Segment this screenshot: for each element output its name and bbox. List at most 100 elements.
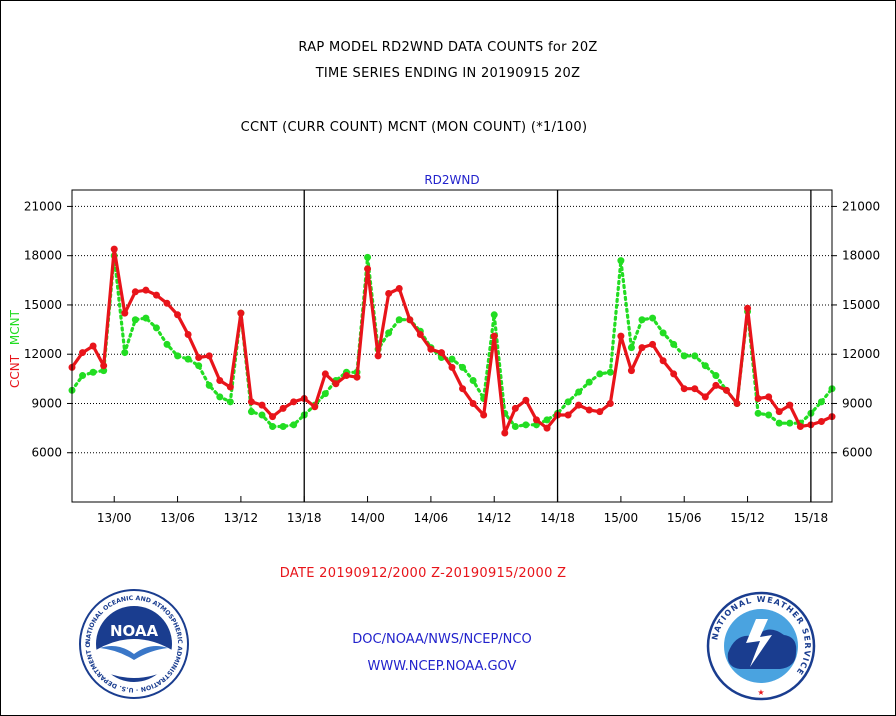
data-point-ccnt <box>290 398 298 406</box>
data-point-mcnt <box>385 329 393 337</box>
data-point-mcnt <box>490 311 498 319</box>
plot-border <box>71 189 833 503</box>
data-point-ccnt <box>817 418 825 426</box>
y-tick-label-left: 15000 <box>24 298 62 312</box>
y-tick-label-right: 18000 <box>842 249 880 263</box>
data-point-ccnt <box>184 331 192 339</box>
data-point-ccnt <box>427 345 435 353</box>
y-axis-label-mcnt: MCNT <box>8 309 22 345</box>
data-point-ccnt <box>617 332 625 340</box>
data-point-mcnt <box>617 257 625 265</box>
data-point-ccnt <box>279 404 287 412</box>
data-point-mcnt <box>543 416 551 424</box>
y-tick-label-left: 9000 <box>31 396 62 410</box>
data-point-ccnt <box>406 316 414 324</box>
data-point-mcnt <box>775 419 783 427</box>
data-point-mcnt <box>79 372 87 380</box>
data-point-mcnt <box>279 422 287 430</box>
nws-logo: NATIONAL WEATHER SERVICE ★ <box>706 591 816 701</box>
x-tick-label: 13/00 <box>97 511 132 525</box>
axis-layer: 6000 6000 9000 9000 12000 12000 15000 15000 1800… <box>24 189 880 525</box>
data-point-mcnt <box>564 398 572 406</box>
x-tick-label: 15/18 <box>794 511 829 525</box>
chart-subtitle: CCNT (CURR COUNT) MCNT (MON COUNT) (*1/1… <box>240 120 588 135</box>
data-point-ccnt <box>269 413 277 421</box>
data-point-ccnt <box>332 380 340 388</box>
data-point-ccnt <box>131 288 139 296</box>
x-tick-label: 13/06 <box>160 511 195 525</box>
y-tick-label-left: 18000 <box>24 249 62 263</box>
data-point-mcnt <box>395 316 403 324</box>
data-point-ccnt <box>152 291 160 299</box>
data-point-ccnt <box>364 265 372 273</box>
data-point-mcnt <box>765 411 773 419</box>
data-point-ccnt <box>796 422 804 430</box>
data-point-ccnt <box>522 396 530 404</box>
data-point-ccnt <box>670 370 678 378</box>
noaa-logo: NOAA NATIONAL OCEANIC AND ATMOSPHERIC AD… <box>78 588 189 699</box>
website-link[interactable]: WWW.NCEP.NOAA.GOV <box>367 659 517 674</box>
data-point-mcnt <box>511 422 519 430</box>
data-point-ccnt <box>385 289 393 297</box>
x-tick-label: 14/18 <box>540 511 575 525</box>
data-point-ccnt <box>395 285 403 293</box>
data-point-mcnt <box>448 355 456 363</box>
data-point-ccnt <box>163 299 171 307</box>
data-point-ccnt <box>195 353 203 361</box>
data-point-mcnt <box>680 352 688 360</box>
data-point-ccnt <box>659 357 667 365</box>
data-point-ccnt <box>765 393 773 401</box>
data-point-ccnt <box>459 385 467 393</box>
data-point-mcnt <box>174 352 182 360</box>
data-point-ccnt <box>775 408 783 416</box>
data-point-mcnt <box>89 368 97 376</box>
data-point-mcnt <box>364 253 372 261</box>
x-tick-label: 14/00 <box>350 511 385 525</box>
data-point-mcnt <box>786 419 794 427</box>
data-point-mcnt <box>817 398 825 406</box>
nws-star-icon: ★ <box>757 688 764 697</box>
y-tick-label-right: 6000 <box>842 446 873 460</box>
data-point-mcnt <box>100 367 108 375</box>
data-point-mcnt <box>670 340 678 348</box>
data-point-mcnt <box>701 362 709 370</box>
data-point-mcnt <box>459 363 467 371</box>
data-point-ccnt <box>174 311 182 319</box>
data-point-mcnt <box>691 352 699 360</box>
data-point-ccnt <box>342 372 350 380</box>
y-axis-label: CCNT MCNT <box>8 309 22 388</box>
data-point-ccnt <box>532 416 540 424</box>
data-point-mcnt <box>142 314 150 322</box>
data-point-ccnt <box>638 344 646 352</box>
data-point-ccnt <box>606 399 614 407</box>
data-point-ccnt <box>437 349 445 357</box>
data-point-ccnt <box>469 399 477 407</box>
data-point-mcnt <box>216 393 224 401</box>
data-point-ccnt <box>226 383 234 391</box>
data-point-mcnt <box>269 422 277 430</box>
data-point-ccnt <box>701 393 709 401</box>
data-point-ccnt <box>205 352 213 360</box>
data-point-mcnt <box>522 421 530 429</box>
data-point-ccnt <box>575 401 583 409</box>
data-point-ccnt <box>691 385 699 393</box>
data-point-ccnt <box>680 385 688 393</box>
noaa-logo-text: NOAA <box>110 622 159 640</box>
data-point-ccnt <box>100 362 108 370</box>
data-point-mcnt <box>258 411 266 419</box>
data-point-mcnt <box>575 388 583 396</box>
data-point-mcnt <box>152 324 160 332</box>
y-tick-label-left: 12000 <box>24 347 62 361</box>
data-point-mcnt <box>121 349 129 357</box>
data-point-ccnt <box>511 404 519 412</box>
data-point-mcnt <box>290 421 298 429</box>
data-point-ccnt <box>712 381 720 389</box>
data-point-ccnt <box>480 411 488 419</box>
data-point-mcnt <box>184 355 192 363</box>
data-point-ccnt <box>596 408 604 416</box>
data-point-mcnt <box>627 344 635 352</box>
data-point-mcnt <box>247 408 255 416</box>
data-point-ccnt <box>416 331 424 339</box>
data-point-mcnt <box>163 340 171 348</box>
